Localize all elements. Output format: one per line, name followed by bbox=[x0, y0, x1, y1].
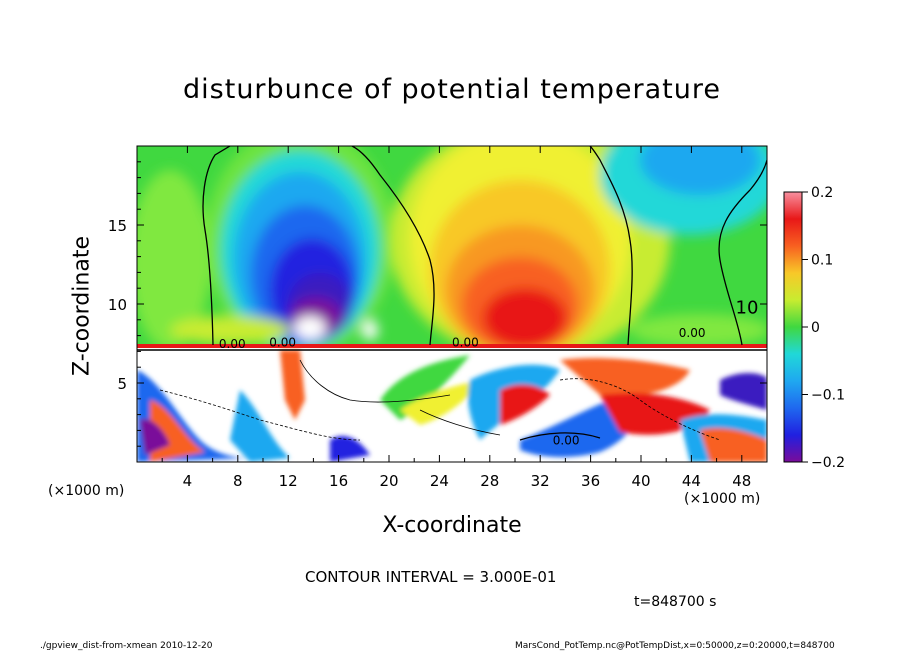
x-tick-label: 8 bbox=[233, 472, 243, 490]
x-tick-label: 48 bbox=[732, 472, 751, 490]
x-unit-label-right: (×1000 m) bbox=[684, 491, 761, 507]
x-tick-label: 28 bbox=[480, 472, 499, 490]
colorbar-tick-label: −0.1 bbox=[811, 388, 845, 404]
x-tick-label: 40 bbox=[631, 472, 650, 490]
footer-file-label: MarsCond_PotTemp.nc@PotTempDist,x=0:5000… bbox=[515, 641, 835, 651]
colorbar-tick-label: 0.2 bbox=[811, 185, 833, 201]
contour-label: 0.00 bbox=[219, 337, 246, 351]
x-unit-label-left: (×1000 m) bbox=[48, 483, 125, 499]
time-label: t=848700 s bbox=[634, 594, 717, 610]
contour-label: 10 bbox=[736, 297, 759, 318]
potential-temperature-field bbox=[137, 146, 767, 462]
contour-label: 0.00 bbox=[553, 434, 580, 448]
x-axis: 4 8 12 16 20 24 28 32 36 40 44 48 bbox=[161, 146, 751, 490]
colorbar-tick-label: 0.1 bbox=[811, 253, 833, 269]
y-tick-label: 15 bbox=[108, 217, 127, 235]
colorbar-tick-label: 0 bbox=[811, 320, 820, 336]
x-tick-label: 16 bbox=[329, 472, 348, 490]
x-tick-label: 32 bbox=[531, 472, 550, 490]
colorbar-tick-label: −0.2 bbox=[811, 455, 845, 471]
y-tick-label: 5 bbox=[117, 375, 127, 393]
colorbar bbox=[783, 191, 803, 463]
x-axis-title: X-coordinate bbox=[382, 513, 522, 538]
contour-label: 0.00 bbox=[452, 336, 479, 350]
colorbar-axis: 0.2 0.1 0 −0.1 −0.2 bbox=[802, 185, 845, 471]
y-tick-label: 10 bbox=[108, 296, 127, 314]
y-axis-title: Z-coordinate bbox=[69, 236, 95, 376]
footer-script-label: ./gpview_dist-from-xmean 2010-12-20 bbox=[40, 641, 213, 651]
contour-interval-note: CONTOUR INTERVAL = 3.000E-01 bbox=[305, 568, 557, 586]
x-tick-label: 44 bbox=[682, 472, 701, 490]
y-axis: 5 10 15 bbox=[108, 161, 767, 447]
chart-title: disturbunce of potential temperature bbox=[183, 74, 721, 105]
contour-label: 0.00 bbox=[679, 326, 706, 340]
x-tick-label: 20 bbox=[379, 472, 398, 490]
x-tick-label: 12 bbox=[279, 472, 298, 490]
contour-lines bbox=[137, 146, 767, 441]
x-tick-label: 24 bbox=[430, 472, 449, 490]
contour-labels: 0.00 0.00 0.00 0.00 0.00 10 bbox=[219, 297, 759, 447]
x-tick-label: 4 bbox=[183, 472, 193, 490]
contour-label: 0.00 bbox=[269, 336, 296, 350]
x-tick-label: 36 bbox=[581, 472, 600, 490]
